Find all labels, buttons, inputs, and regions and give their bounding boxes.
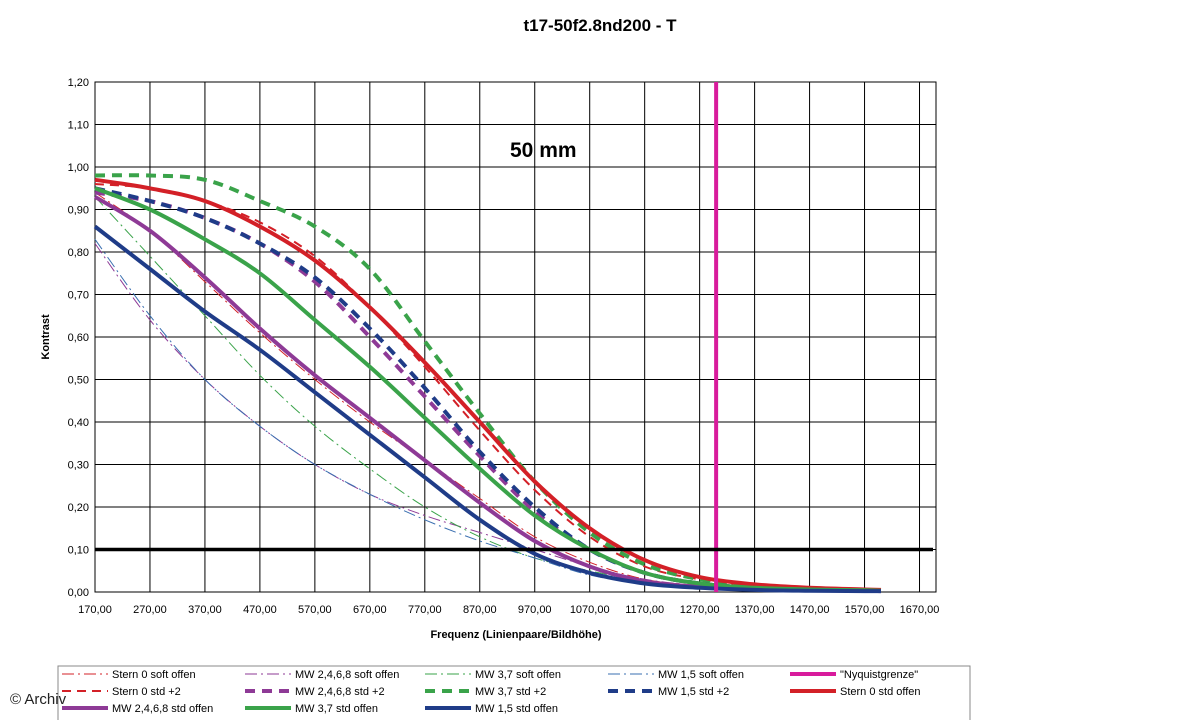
watermark: © Archiv bbox=[10, 691, 67, 708]
chart-title: t17-50f2.8nd200 - T bbox=[523, 16, 677, 35]
legend-label: MW 1,5 std offen bbox=[475, 703, 558, 715]
series-line-4 bbox=[94, 183, 882, 592]
legend-item: Stern 0 std +2 bbox=[62, 686, 181, 698]
legend-label: MW 2,4,6,8 std +2 bbox=[295, 686, 385, 698]
legend-item: MW 1,5 std +2 bbox=[608, 686, 729, 698]
reference-lines bbox=[95, 82, 933, 592]
legend-item: "Nyquistgrenze" bbox=[790, 669, 918, 681]
x-tick-label: 470,00 bbox=[243, 604, 277, 616]
y-tick-label: 1,00 bbox=[68, 162, 89, 174]
legend-item: MW 3,7 std offen bbox=[245, 703, 378, 715]
y-tick-label: 0,40 bbox=[68, 417, 89, 429]
legend-label: MW 3,7 std offen bbox=[295, 703, 378, 715]
series-line-8 bbox=[94, 177, 882, 592]
x-tick-label: 1670,00 bbox=[900, 604, 940, 616]
x-tick-label: 770,00 bbox=[408, 604, 442, 616]
x-tick-label: 270,00 bbox=[133, 604, 167, 616]
legend-item: MW 1,5 soft offen bbox=[608, 669, 744, 681]
y-tick-label: 0,50 bbox=[68, 375, 89, 387]
x-tick-label: 1070,00 bbox=[570, 604, 610, 616]
legend-label: MW 1,5 soft offen bbox=[658, 669, 744, 681]
legend-label: Stern 0 std offen bbox=[840, 686, 921, 698]
series-line-11 bbox=[93, 224, 882, 594]
legend-item: MW 2,4,6,8 soft offen bbox=[245, 669, 399, 681]
legend-label: MW 1,5 std +2 bbox=[658, 686, 729, 698]
series-layer bbox=[93, 173, 882, 594]
legend-label: MW 3,7 std +2 bbox=[475, 686, 546, 698]
y-tick-label: 0,20 bbox=[68, 502, 89, 514]
x-tick-label: 370,00 bbox=[188, 604, 222, 616]
legend: Stern 0 soft offen MW 2,4,6,8 soft offen M… bbox=[62, 669, 921, 715]
legend-label: Stern 0 std +2 bbox=[112, 686, 181, 698]
x-axis-label: Frequenz (Linienpaare/Bildhöhe) bbox=[430, 629, 601, 641]
legend-label: "Nyquistgrenze" bbox=[840, 669, 918, 681]
x-tick-label: 670,00 bbox=[353, 604, 387, 616]
y-tick-label: 1,20 bbox=[68, 77, 89, 89]
y-tick-label: 0,90 bbox=[68, 205, 89, 217]
legend-item: MW 3,7 soft offen bbox=[425, 669, 561, 681]
x-tick-label: 1270,00 bbox=[680, 604, 720, 616]
legend-label: Stern 0 soft offen bbox=[112, 669, 196, 681]
x-tick-label: 170,00 bbox=[78, 604, 112, 616]
x-tick-label: 870,00 bbox=[463, 604, 497, 616]
y-axis-label: Kontrast bbox=[40, 314, 52, 360]
legend-label: MW 3,7 soft offen bbox=[475, 669, 561, 681]
legend-item: MW 1,5 std offen bbox=[425, 703, 558, 715]
legend-item: MW 2,4,6,8 std +2 bbox=[245, 686, 385, 698]
y-tick-label: 0,10 bbox=[68, 545, 89, 557]
focal-length-annotation: 50 mm bbox=[510, 139, 577, 162]
legend-item: Stern 0 std offen bbox=[790, 686, 921, 698]
legend-item: MW 2,4,6,8 std offen bbox=[62, 703, 213, 715]
y-tick-label: 0,00 bbox=[68, 587, 89, 599]
y-tick-label: 0,80 bbox=[68, 247, 89, 259]
legend-item: MW 3,7 std +2 bbox=[425, 686, 546, 698]
legend-label: MW 2,4,6,8 std offen bbox=[112, 703, 213, 715]
x-tick-label: 1470,00 bbox=[790, 604, 830, 616]
y-tick-label: 1,10 bbox=[68, 120, 89, 132]
series-line-0 bbox=[94, 192, 882, 592]
x-tick-label: 970,00 bbox=[518, 604, 552, 616]
x-tick-label: 1570,00 bbox=[845, 604, 885, 616]
legend-label: MW 2,4,6,8 soft offen bbox=[295, 669, 399, 681]
x-tick-label: 1370,00 bbox=[735, 604, 775, 616]
x-tick-label: 570,00 bbox=[298, 604, 332, 616]
y-tick-labels: 0,00 0,10 0,20 0,30 0,40 0,50 0,60 0,70 0,80 0,90… bbox=[68, 77, 89, 599]
x-tick-label: 1170,00 bbox=[625, 604, 664, 616]
legend-item: Stern 0 soft offen bbox=[62, 669, 196, 681]
y-tick-label: 0,70 bbox=[68, 290, 89, 302]
y-tick-label: 0,60 bbox=[68, 332, 89, 344]
y-tick-label: 0,30 bbox=[68, 460, 89, 472]
x-tick-labels: 170,00 270,00 370,00 470,00 570,00 670,00 770,… bbox=[78, 604, 939, 616]
